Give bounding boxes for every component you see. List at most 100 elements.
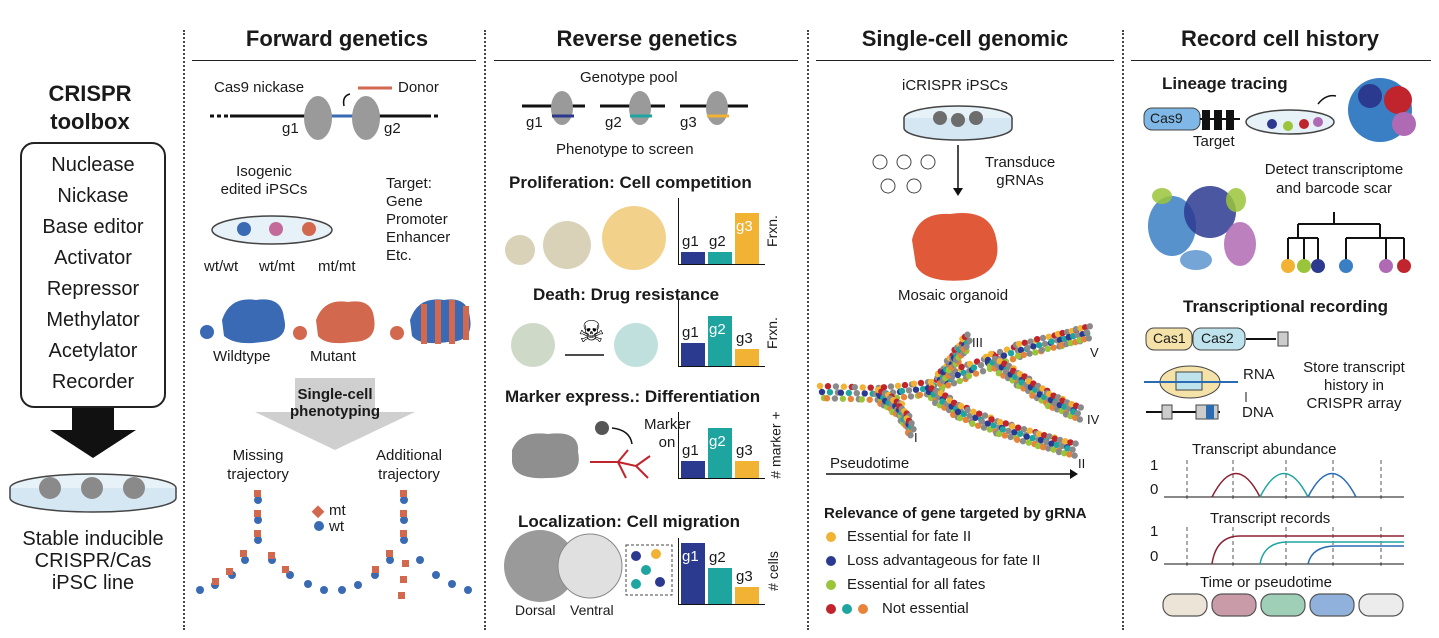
trajectory-cell bbox=[980, 424, 988, 431]
trajectory-cell bbox=[1027, 338, 1034, 345]
phenotype-screen-label: Phenotype to screen bbox=[556, 141, 694, 158]
trajectory-cell bbox=[910, 380, 918, 387]
target-item: Promoter bbox=[386, 211, 448, 228]
divider-1 bbox=[183, 30, 185, 630]
trajectory-cell bbox=[823, 395, 831, 402]
tree-leaf bbox=[1281, 259, 1295, 273]
trajectory-cell bbox=[966, 412, 973, 420]
transduce-label: Transduce gRNAs bbox=[984, 154, 1056, 189]
cell-cluster-icon bbox=[505, 235, 535, 265]
bar-chart: g1 g2 g3 Frxn. bbox=[678, 198, 780, 265]
down-arrow-icon bbox=[50, 408, 136, 458]
trajectory-cell bbox=[1030, 343, 1037, 350]
trajectory-cell bbox=[839, 395, 847, 402]
organoid-icon bbox=[512, 433, 579, 479]
trajectory-cell bbox=[1014, 436, 1021, 443]
cas9-right-icon bbox=[352, 96, 380, 140]
legend-dot bbox=[826, 604, 836, 614]
bar-label: g1 bbox=[682, 442, 699, 459]
pseudotime-label: Pseudotime bbox=[830, 455, 910, 472]
trajectory-cell bbox=[912, 386, 920, 393]
lineage-tree bbox=[1287, 212, 1405, 264]
trajectory-cell bbox=[975, 422, 982, 429]
mosaic-label: Mosaic organoid bbox=[898, 287, 1009, 304]
trajectory-cell bbox=[969, 420, 976, 427]
trajectory-cell bbox=[962, 416, 969, 424]
trajectory-cell bbox=[1002, 420, 1009, 427]
trajectory-cell bbox=[1017, 430, 1024, 437]
bar bbox=[708, 428, 732, 478]
target-label: Target: bbox=[386, 175, 432, 192]
trajectory-cell bbox=[986, 426, 993, 433]
trajectory-cell bbox=[981, 412, 989, 419]
bar bbox=[708, 568, 732, 604]
toolbox-list: Nuclease Nickase Base editor Activator R… bbox=[20, 142, 166, 408]
trajectory-cell bbox=[867, 384, 874, 391]
bar-label: g1 bbox=[682, 548, 699, 565]
legend-label: Essential for fate II bbox=[847, 528, 972, 545]
bar-label: g2 bbox=[709, 233, 726, 250]
tree-leaf bbox=[1339, 259, 1353, 273]
mutant-organoid-icon bbox=[316, 301, 375, 344]
bar-label: g3 bbox=[736, 568, 753, 585]
neuron-icon bbox=[590, 449, 651, 479]
trajectory-cell bbox=[894, 382, 902, 390]
trajectory-cell bbox=[979, 368, 987, 375]
bar bbox=[681, 252, 705, 264]
trajectory-cell bbox=[910, 426, 917, 433]
trajectory-cell bbox=[907, 393, 915, 400]
trajectory-cell bbox=[1062, 438, 1069, 445]
trajectory-cell bbox=[1039, 334, 1047, 342]
panel-title: Marker express.: Differentiation bbox=[505, 387, 761, 406]
trajectory-cell bbox=[956, 414, 964, 422]
legend-dot bbox=[826, 532, 836, 542]
trajectory-cell bbox=[1069, 446, 1076, 453]
additional-trajectory-mt bbox=[372, 490, 409, 599]
cas1-label: Cas1 bbox=[1153, 330, 1186, 346]
phenotyping-label: Single-cell phenotyping bbox=[290, 386, 380, 420]
trajectory-cell bbox=[1024, 344, 1031, 351]
trajectory-cell bbox=[972, 370, 980, 377]
trajectory-cell bbox=[866, 396, 873, 403]
trajectory-cell bbox=[824, 383, 832, 390]
trajectory-cell bbox=[1021, 339, 1028, 346]
trajectory-cell bbox=[950, 380, 958, 387]
trajectory-cell bbox=[837, 389, 845, 396]
trajectory-cell bbox=[1017, 346, 1025, 354]
divider-3 bbox=[807, 30, 809, 630]
trajectory-cell bbox=[840, 383, 848, 390]
toolbox-line-label: Stable inducible CRISPR/Cas iPSC line bbox=[22, 528, 164, 594]
trajectory-cell bbox=[847, 395, 855, 403]
bar-label: g3 bbox=[736, 330, 753, 347]
bar-label: g2 bbox=[709, 549, 726, 566]
genotype-label: wt/wt bbox=[204, 258, 239, 275]
dna-label: DNA bbox=[1242, 404, 1274, 421]
target-label: Target bbox=[1193, 133, 1235, 150]
toolbox-item: Base editor bbox=[42, 216, 144, 238]
trajectory-cell bbox=[996, 418, 1004, 426]
trajectory-cell bbox=[1041, 432, 1048, 439]
wildtype-label: Wildtype bbox=[213, 348, 271, 365]
trajectory-cell bbox=[978, 418, 986, 425]
trajectory-cell bbox=[956, 377, 963, 385]
toolbox-item: Recorder bbox=[51, 371, 135, 393]
bar bbox=[735, 213, 759, 264]
trajectory-cell bbox=[1053, 441, 1061, 448]
trajectory-cell bbox=[832, 383, 840, 390]
divider-4 bbox=[1122, 30, 1124, 630]
fate-label: V bbox=[1090, 345, 1099, 360]
trajectory-cell bbox=[954, 408, 962, 416]
pool-g2: g2 bbox=[605, 114, 622, 131]
trajectory-cell bbox=[1044, 345, 1052, 352]
trajectory-cell bbox=[1043, 439, 1050, 446]
fate-label: I bbox=[914, 430, 918, 445]
legend-wt-label: wt bbox=[329, 518, 344, 535]
cell-cluster-icon bbox=[511, 323, 555, 367]
trajectory-cell bbox=[1046, 433, 1053, 440]
trajectory-cell bbox=[826, 389, 834, 396]
legend-dot bbox=[826, 556, 836, 566]
trajectory-cell bbox=[907, 432, 914, 439]
trajectory-cell bbox=[917, 379, 925, 387]
